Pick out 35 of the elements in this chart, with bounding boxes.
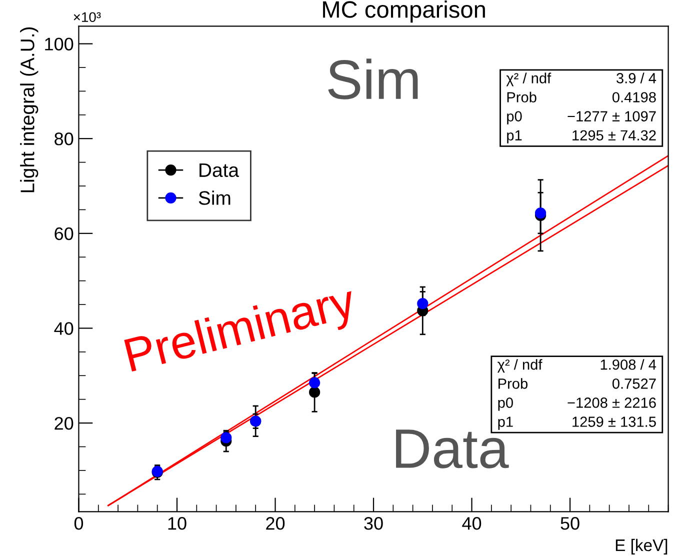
annotation: Sim (328, 58, 418, 100)
annotation: Prob (498, 378, 528, 389)
annotation: −1208 ± 2216 (568, 398, 656, 408)
annotation: 0.4198 (612, 92, 656, 102)
annotation: p1 (507, 130, 522, 144)
x-axis-title: E [keV] (616, 538, 668, 554)
legend-label: Sim (198, 190, 230, 205)
annotation: Data (396, 430, 509, 468)
annotation: χ² / ndf (497, 359, 542, 373)
y-tick-label: 80 (54, 132, 74, 146)
y-tick-label: 60 (54, 227, 74, 240)
x-tick-label: 20 (266, 517, 285, 530)
y-tick-label: 100 (45, 38, 74, 50)
annotation: Prob (507, 92, 536, 102)
annotation: 1.908 / 4 (600, 359, 656, 370)
x-tick-label: 10 (168, 517, 186, 530)
text: ×10³ (74, 12, 101, 22)
annotation: 1259 ± 131.5 (572, 416, 656, 427)
annotation: 0.7527 (612, 378, 656, 389)
x-tick-label: 30 (364, 517, 383, 530)
annotation: p0 (498, 398, 513, 411)
annotation: p1 (498, 416, 513, 430)
y-axis-title: Light integral (A.U.) (20, 27, 38, 192)
annotation: −1277 ± 1097 (568, 111, 656, 122)
chart-title: MC comparison (323, 0, 485, 23)
legend-label: Data (200, 163, 240, 178)
annotation: 1295 ± 74.32 (572, 130, 656, 141)
y-tick-label: 40 (54, 322, 74, 335)
y-tick-label: 20 (54, 416, 74, 430)
x-tick-label: 50 (560, 517, 580, 530)
annotation: p0 (507, 111, 522, 124)
annotation: χ² / ndf (506, 72, 552, 86)
annotation: 3.9 / 4 (616, 72, 656, 84)
x-tick-label: 40 (462, 517, 482, 530)
x-tick-label: 0 (74, 517, 84, 530)
